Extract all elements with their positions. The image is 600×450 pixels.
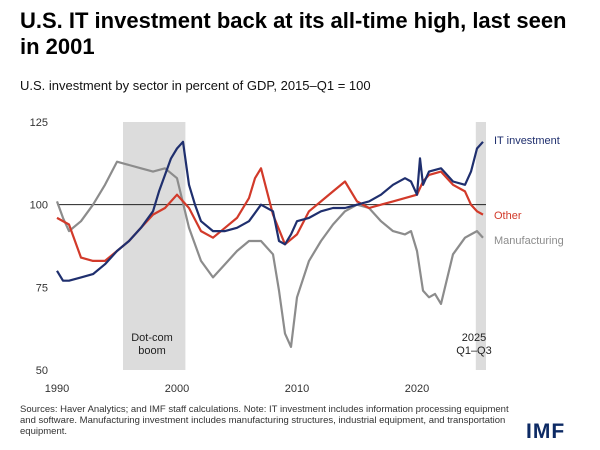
shaded-region-label-0: Dot-com bbox=[131, 332, 173, 344]
source-note: Sources: Haver Analytics; and IMF staff … bbox=[20, 404, 509, 437]
y-tick-label: 100 bbox=[30, 200, 48, 212]
imf-logo: IMF bbox=[526, 420, 566, 443]
chart-title: U.S. IT investment back at its all-time … bbox=[20, 8, 567, 59]
x-tick-label: 2010 bbox=[285, 383, 309, 395]
series-label-other: Other bbox=[494, 210, 522, 222]
y-tick-label: 75 bbox=[36, 282, 48, 294]
x-tick-label: 2000 bbox=[165, 383, 189, 395]
shaded-region-1 bbox=[475, 122, 486, 370]
y-tick-label: 125 bbox=[30, 117, 48, 129]
shaded-region-label-1: 2025 bbox=[462, 332, 486, 344]
x-tick-label: 2020 bbox=[405, 383, 429, 395]
series-line-it-investment bbox=[56, 140, 484, 282]
series-label-manufacturing: Manufacturing bbox=[494, 235, 564, 247]
shaded-region-label-1: Q1–Q3 bbox=[456, 345, 491, 357]
x-tick-label: 1990 bbox=[45, 383, 69, 395]
y-tick-label: 50 bbox=[36, 365, 48, 377]
chart-subtitle: U.S. investment by sector in percent of … bbox=[20, 78, 371, 93]
series-line-manufacturing bbox=[55, 160, 484, 348]
series-label-it-investment: IT investment bbox=[494, 135, 560, 147]
shaded-region-0 bbox=[123, 122, 186, 370]
shaded-region-label-0: boom bbox=[138, 345, 166, 357]
